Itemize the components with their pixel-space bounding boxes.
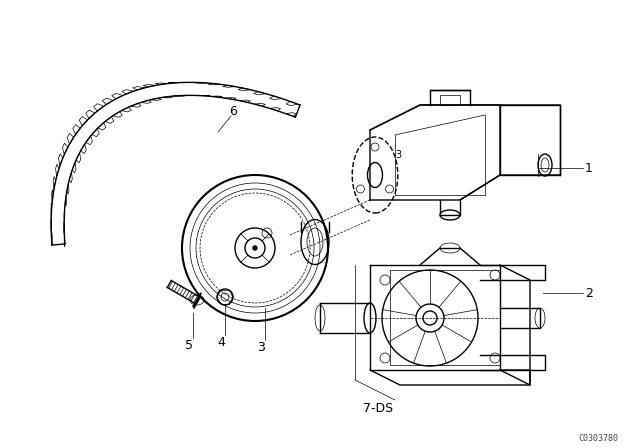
Text: 3: 3: [395, 150, 401, 160]
Text: 4: 4: [217, 336, 225, 349]
Text: 7-DS: 7-DS: [363, 401, 393, 414]
Text: 5: 5: [185, 339, 193, 352]
Text: 2: 2: [585, 287, 593, 300]
Text: 3: 3: [257, 340, 265, 353]
Text: 6: 6: [229, 104, 237, 117]
Text: 1: 1: [585, 161, 593, 175]
Circle shape: [253, 246, 257, 250]
Text: C0303780: C0303780: [578, 434, 618, 443]
